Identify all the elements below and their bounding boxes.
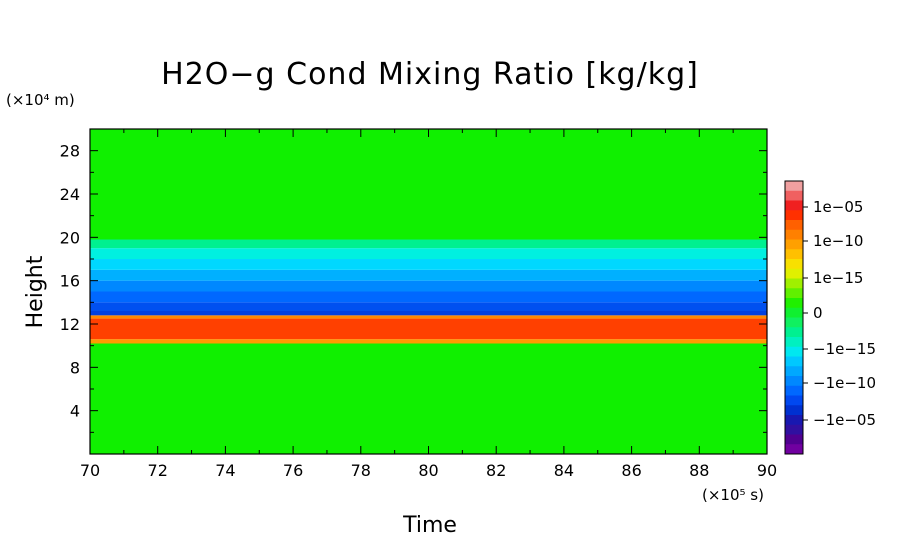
y-tick-label: 4	[70, 402, 80, 421]
colorbar-swatch	[785, 288, 803, 299]
x-tick-label: 90	[757, 461, 777, 480]
contour-band	[90, 280, 767, 292]
contour-band	[90, 339, 767, 344]
x-axis-title: Time	[402, 513, 457, 538]
colorbar-swatch	[785, 434, 803, 445]
contour-band	[90, 259, 767, 270]
x-tick-label: 74	[215, 461, 235, 480]
x-tick-label: 86	[621, 461, 641, 480]
x-tick-label: 78	[351, 461, 371, 480]
colorbar-label: −1e−05	[813, 411, 876, 429]
colorbar-label: 1e−10	[813, 232, 863, 250]
colorbar-swatch	[785, 210, 803, 221]
colorbar: 1e−05 1e−10 1e−15 0 −1e−15 −1e−10 −1e−05	[784, 180, 876, 455]
colorbar-frame	[784, 180, 804, 455]
colorbar-swatch	[785, 405, 803, 416]
y-tick-label: 16	[60, 272, 80, 291]
x-tick-label: 72	[148, 461, 168, 480]
colorbar-swatch	[785, 181, 803, 192]
x-tick-label: 76	[283, 461, 303, 480]
colorbar-swatch	[785, 346, 803, 357]
colorbar-label: −1e−15	[813, 340, 876, 358]
contour-band	[90, 291, 767, 303]
contour-band	[90, 343, 767, 454]
y-axis-ticks: 4 8 12 16 20 24 28	[60, 142, 767, 433]
plot-frame	[89, 128, 768, 455]
colorbar-swatch	[785, 259, 803, 270]
colorbar-swatch	[785, 337, 803, 348]
plot-area	[90, 129, 767, 454]
contour-band	[90, 269, 767, 281]
y-unit-label: (×10⁴ m)	[6, 91, 75, 109]
colorbar-swatch	[785, 268, 803, 279]
y-tick-label: 28	[60, 142, 80, 161]
colorbar-swatch	[785, 190, 803, 201]
contour-band	[90, 315, 767, 319]
contour-band	[90, 239, 767, 249]
x-axis-ticks: 70 72 74 76 78 80 82 84 86 88 90	[80, 129, 777, 480]
chart-title: H2O−g Cond Mixing Ratio [kg/kg]	[161, 57, 699, 92]
colorbar-swatch	[785, 278, 803, 289]
x-tick-label: 88	[689, 461, 709, 480]
colorbar-label: 1e−15	[813, 269, 863, 287]
colorbar-swatch	[785, 307, 803, 318]
colorbar-swatch	[785, 317, 803, 328]
contour-band	[90, 318, 767, 340]
colorbar-swatch	[785, 200, 803, 211]
x-tick-label: 84	[554, 461, 574, 480]
x-unit-label: (×10⁵ s)	[702, 486, 764, 504]
colorbar-swatch	[785, 327, 803, 338]
colorbar-swatch	[785, 298, 803, 309]
colorbar-swatch	[785, 229, 803, 240]
colorbar-swatch	[785, 444, 803, 455]
colorbar-swatch	[785, 385, 803, 396]
colorbar-swatch	[785, 424, 803, 435]
contour-band	[90, 248, 767, 259]
colorbar-label: 1e−05	[813, 198, 863, 216]
y-axis-title: Height	[23, 255, 48, 328]
colorbar-swatch	[785, 220, 803, 231]
colorbar-swatch	[785, 376, 803, 387]
colorbar-swatch	[785, 395, 803, 406]
colorbar-swatch	[785, 356, 803, 367]
contour-band	[90, 311, 767, 316]
y-tick-label: 24	[60, 185, 80, 204]
colorbar-swatch	[785, 415, 803, 426]
y-tick-label: 8	[70, 358, 80, 377]
x-tick-label: 80	[418, 461, 438, 480]
y-tick-label: 20	[60, 228, 80, 247]
contour-band	[90, 302, 767, 311]
x-tick-label: 82	[486, 461, 506, 480]
colorbar-label: 0	[813, 304, 823, 322]
y-tick-label: 12	[60, 315, 80, 334]
contour-band	[90, 129, 767, 240]
colorbar-swatch	[785, 249, 803, 260]
colorbar-swatch	[785, 366, 803, 377]
colorbar-swatch	[785, 239, 803, 250]
colorbar-label: −1e−10	[813, 374, 876, 392]
x-tick-label: 70	[80, 461, 100, 480]
